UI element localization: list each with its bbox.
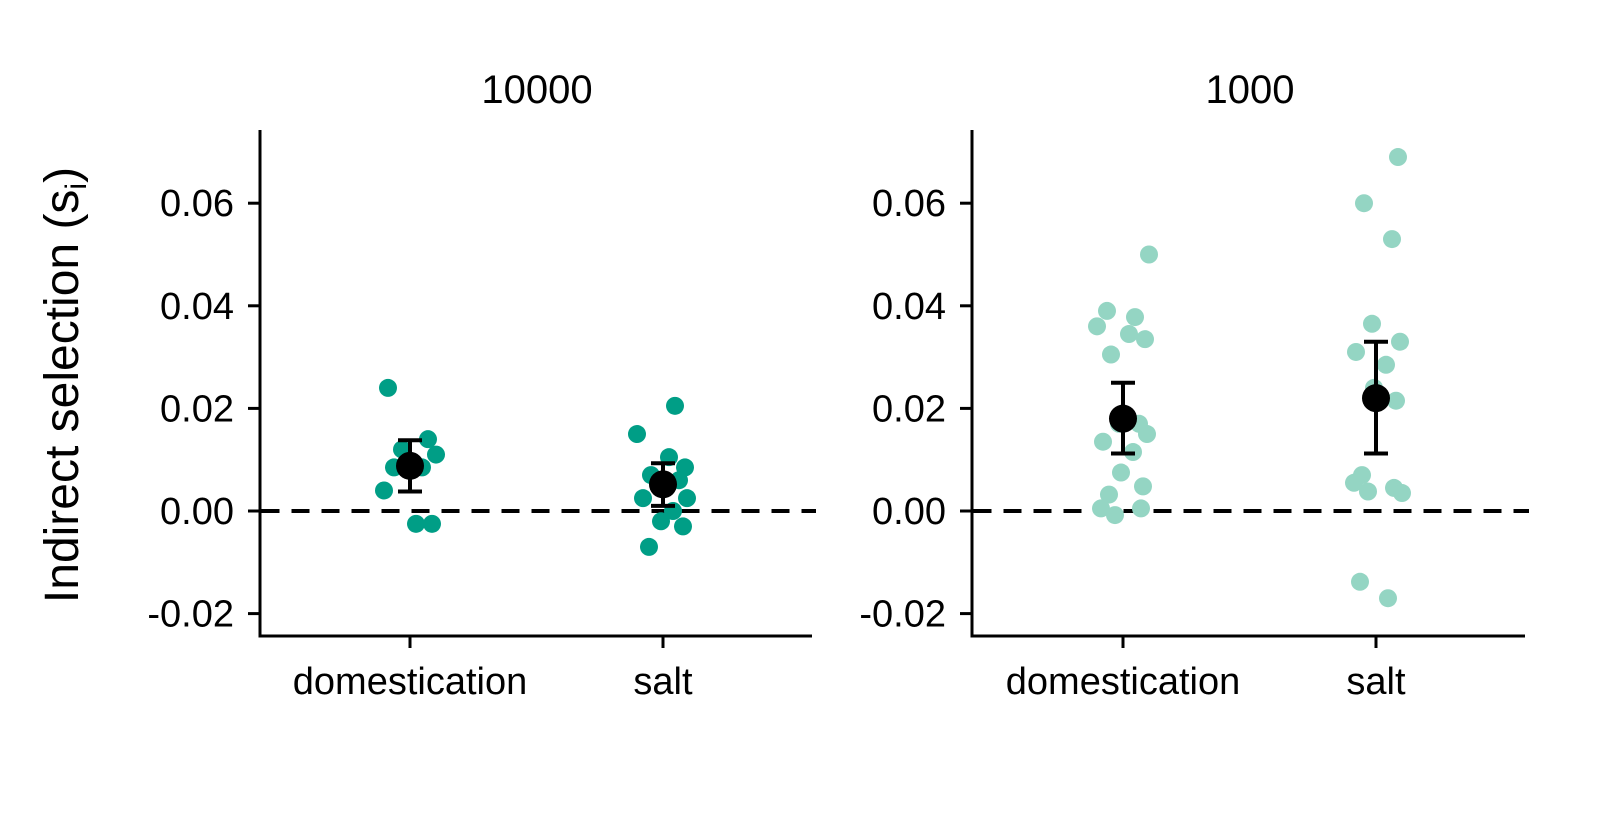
data-point <box>419 430 437 449</box>
mean-point <box>396 451 424 480</box>
data-point <box>1092 499 1110 518</box>
data-point <box>1359 482 1377 501</box>
mean-point <box>1109 404 1137 433</box>
data-point <box>1100 485 1118 504</box>
data-point <box>1138 425 1156 444</box>
data-point <box>628 425 646 444</box>
data-point <box>1106 506 1124 525</box>
panel-10000: 10000 -0.02 0.00 0.02 0.04 0.06 domestication… <box>147 68 816 703</box>
x-tick-label: domestication <box>293 661 527 703</box>
data-point <box>1088 317 1106 336</box>
data-point <box>1136 330 1154 349</box>
panel-title: 1000 <box>1206 68 1295 112</box>
data-point <box>379 378 397 397</box>
data-point <box>1363 314 1381 333</box>
data-point <box>1132 499 1150 518</box>
y-tick-label: 0.04 <box>872 286 946 328</box>
data-point <box>634 489 652 508</box>
panel-title: 10000 <box>481 68 592 112</box>
data-point <box>640 537 658 556</box>
data-point <box>1389 148 1407 167</box>
data-point <box>678 489 696 508</box>
y-tick-label: -0.02 <box>859 594 946 636</box>
data-point <box>1345 473 1363 492</box>
y-tick-label: 0.00 <box>872 491 946 533</box>
data-point <box>1094 432 1112 451</box>
x-tick-label: domestication <box>1006 661 1240 703</box>
data-point <box>1391 332 1409 351</box>
data-point <box>1393 484 1411 503</box>
panel-plot-area: -0.02 0.00 0.02 0.04 0.06 domestication salt <box>147 130 816 703</box>
y-tick-label: 0.00 <box>160 491 234 533</box>
panel-1000: 1000 -0.02 0.00 0.02 0.04 0.06 domestication s… <box>859 68 1529 703</box>
data-point <box>1383 230 1401 249</box>
y-tick-label: 0.06 <box>872 183 946 225</box>
data-point <box>1351 572 1369 591</box>
data-point <box>1355 194 1373 213</box>
data-point <box>1112 463 1130 482</box>
data-point <box>1134 477 1152 496</box>
y-axis-title: Indirect selection (si) <box>36 167 93 603</box>
data-point <box>407 514 425 533</box>
data-point <box>1379 589 1397 608</box>
x-tick-label: salt <box>633 661 693 703</box>
x-tick-label: salt <box>1346 661 1406 703</box>
data-point <box>1140 245 1158 264</box>
data-point <box>427 445 445 464</box>
y-tick-label: 0.06 <box>160 183 234 225</box>
y-tick-label: 0.02 <box>872 388 946 430</box>
panel-plot-area: -0.02 0.00 0.02 0.04 0.06 domestication salt <box>859 130 1529 703</box>
data-point <box>375 481 393 500</box>
data-point <box>666 396 684 415</box>
mean-point <box>649 470 677 499</box>
data-point <box>1098 301 1116 320</box>
data-point <box>652 512 670 531</box>
data-point <box>674 517 692 536</box>
data-point <box>1377 355 1395 374</box>
data-point <box>1102 345 1120 364</box>
data-point <box>423 514 441 533</box>
data-point <box>1120 325 1138 344</box>
y-tick-label: 0.02 <box>160 388 234 430</box>
y-tick-label: -0.02 <box>147 594 234 636</box>
data-point <box>1347 342 1365 361</box>
data-point <box>1387 391 1405 410</box>
y-tick-label: 0.04 <box>160 286 234 328</box>
mean-point <box>1362 384 1390 413</box>
data-point <box>1126 308 1144 327</box>
